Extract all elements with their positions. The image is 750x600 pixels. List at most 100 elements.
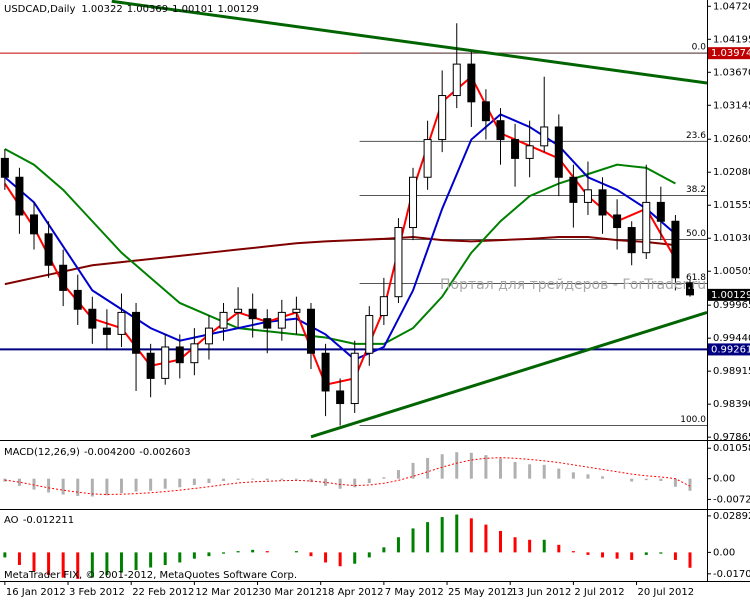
- candle-body: [598, 189, 607, 216]
- candle-body: [59, 264, 68, 291]
- x-tick-label: 13 Jun 2012: [511, 587, 571, 598]
- candle-body: [671, 220, 680, 279]
- candle-body: [481, 101, 490, 122]
- candle-body: [336, 390, 345, 405]
- candle-body: [0, 157, 9, 178]
- candle-body: [263, 318, 272, 329]
- open-readout: 1.00322: [81, 4, 122, 15]
- candle-body: [15, 176, 24, 216]
- y-tick-label: 1.01555: [713, 200, 750, 211]
- x-tick-label: 3 Feb 2012: [69, 587, 125, 598]
- y-tick-label: 1.03670: [713, 67, 750, 78]
- candle-body: [583, 189, 592, 203]
- fib-label: 38.2: [686, 185, 706, 195]
- x-tick-label: 18 Apr 2012: [322, 587, 384, 598]
- fib-label: 50.0: [686, 229, 706, 239]
- ao-readout: -0.012211: [23, 515, 74, 526]
- candle-body: [613, 214, 622, 229]
- macd-title: MACD(12,26,9): [4, 447, 80, 458]
- candle-body: [88, 308, 97, 329]
- candle-body: [219, 311, 228, 329]
- candle-body: [685, 282, 694, 296]
- y-tick-label: 1.00505: [713, 266, 750, 277]
- fib-label: 0.0: [692, 43, 707, 53]
- candle-body: [394, 227, 403, 298]
- x-tick-label: 20 Jul 2012: [638, 587, 695, 598]
- signal-line: [4, 457, 691, 495]
- symbol-header: USDCAD,Daily 1.00322 1.00369 1.00101 1.00129: [4, 4, 259, 15]
- y-tick-label: 0.00: [713, 474, 735, 485]
- candle-body: [44, 233, 53, 266]
- candle-body: [540, 126, 549, 147]
- y-tick-label: 0.010582: [713, 443, 750, 454]
- macd-panel: [3, 452, 692, 497]
- symbol: USDCAD,Daily: [4, 4, 75, 15]
- y-tick-label: 1.02080: [713, 167, 750, 178]
- y-tick-label: 0.99965: [713, 300, 750, 311]
- x-tick-label: 16 Jan 2012: [6, 587, 66, 598]
- candle-body: [204, 327, 213, 345]
- candle-body: [511, 139, 520, 159]
- candle-body: [467, 63, 476, 103]
- price-box: [708, 47, 750, 60]
- y-tick-label: -0.00721: [713, 494, 750, 505]
- candle-body: [161, 346, 170, 379]
- y-tick-label: 1.03145: [713, 100, 750, 111]
- trend-line: [111, 0, 707, 85]
- candle-body: [379, 296, 388, 317]
- price-box-label: 0.99261: [711, 344, 750, 355]
- candle-body: [569, 176, 578, 203]
- candle-body: [306, 308, 315, 354]
- candle-body: [438, 95, 447, 141]
- x-tick-label: 12 Mar 2012: [195, 587, 258, 598]
- moving-average: [4, 113, 677, 361]
- copyright: MetaTrader FIX, © 2001-2012, MetaQuotes …: [4, 570, 297, 581]
- moving-average: [4, 235, 676, 286]
- y-tick-label: 0.00: [713, 547, 735, 558]
- y-tick-label: 0.97865: [713, 432, 750, 443]
- fib-label: 100.0: [680, 415, 706, 425]
- candle-body: [496, 120, 505, 141]
- x-tick-label: 25 May 2012: [448, 587, 513, 598]
- candle-body: [73, 289, 82, 310]
- candle-body: [190, 343, 199, 364]
- candle-body: [350, 352, 359, 405]
- low-readout: 1.00101: [172, 4, 213, 15]
- fib-label: 61.8: [686, 273, 706, 283]
- candle-body: [234, 308, 243, 313]
- candle-body: [642, 201, 651, 254]
- price-box: [708, 288, 750, 301]
- fib-label: 23.6: [686, 131, 706, 141]
- candle-body: [102, 327, 111, 335]
- x-tick-label: 30 Mar 2012: [259, 587, 322, 598]
- candle-body: [248, 308, 257, 320]
- trend-line: [310, 310, 707, 439]
- candle-body: [146, 352, 155, 379]
- x-tick-label: 7 May 2012: [385, 587, 444, 598]
- candle-body: [452, 63, 461, 97]
- candle-body: [656, 201, 665, 222]
- price-box: [708, 343, 750, 356]
- watermark: Портал для трейдеров - ForTrader.ru: [440, 277, 706, 293]
- candle-body: [292, 308, 301, 313]
- y-tick-label: 1.01030: [713, 233, 750, 244]
- macd-header: MACD(12,26,9) -0.004200 -0.002603: [4, 447, 191, 458]
- high-readout: 1.00369: [127, 4, 168, 15]
- y-tick-label: 1.02605: [713, 134, 750, 145]
- y-tick-label: 0.028922: [713, 511, 750, 522]
- moving-average: [4, 148, 676, 345]
- x-tick-label: 22 Feb 2012: [132, 587, 194, 598]
- candle-body: [30, 214, 39, 235]
- price-box-label: 1.00129: [711, 290, 750, 301]
- macd-readout: -0.004200: [84, 447, 135, 458]
- candle-body: [627, 227, 636, 254]
- candle-body: [321, 352, 330, 392]
- candle-body: [365, 315, 374, 354]
- candle-body: [423, 139, 432, 178]
- candle-body: [277, 311, 286, 329]
- y-tick-label: 1.04720: [713, 1, 750, 12]
